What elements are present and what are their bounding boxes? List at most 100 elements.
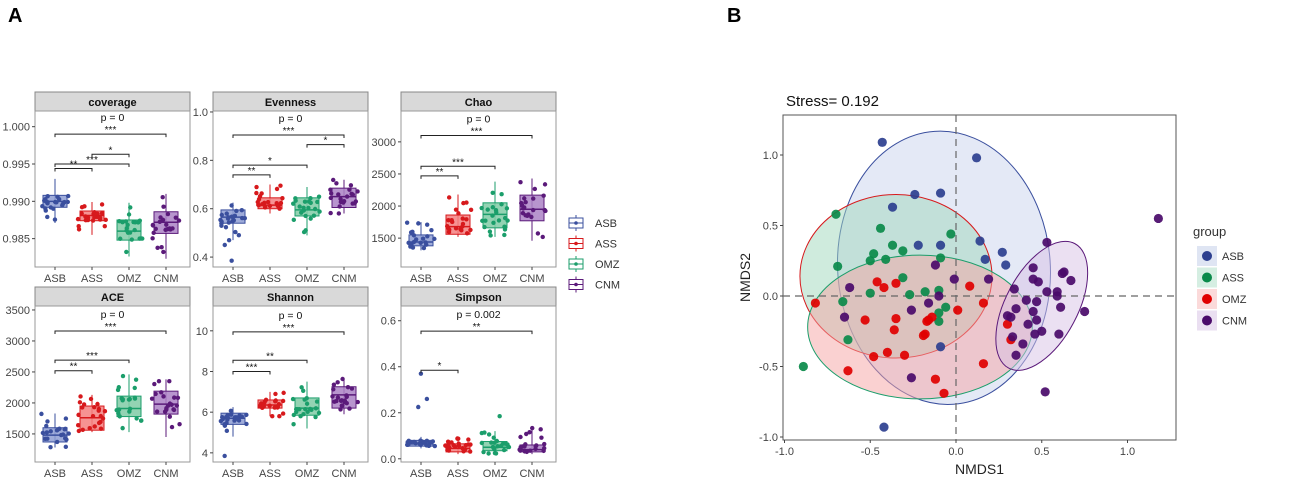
jitter-point — [260, 201, 265, 207]
y-axis-label: NMDS2 — [737, 253, 753, 302]
jitter-point — [63, 444, 69, 450]
jitter-point — [344, 394, 349, 399]
jitter-point — [523, 199, 528, 205]
jitter-point — [336, 211, 342, 216]
point-omz — [872, 277, 882, 287]
point-cnm — [1032, 315, 1042, 325]
significance-bracket — [420, 369, 459, 374]
point-cnm — [1028, 306, 1038, 317]
outlier-point — [497, 414, 502, 419]
point-cnm — [949, 274, 959, 284]
jitter-point — [301, 388, 306, 393]
significance-bracket — [54, 133, 167, 138]
jitter-point — [299, 385, 304, 390]
jitter-point — [461, 200, 466, 206]
significance-bracket — [54, 167, 93, 172]
jitter-point — [479, 440, 485, 446]
jitter-point — [347, 406, 352, 411]
jitter-point — [490, 213, 495, 218]
jitter-point — [462, 447, 468, 452]
jitter-point — [335, 395, 341, 400]
significance-label: * — [324, 136, 328, 147]
jitter-point — [65, 199, 70, 205]
jitter-point — [175, 395, 181, 401]
jitter-point — [312, 206, 318, 212]
x-tick-label: -1.0 — [775, 446, 794, 458]
jitter-point — [267, 203, 273, 209]
jitter-point — [530, 425, 535, 431]
jitter-point — [132, 395, 138, 400]
x-tick-label: 1.0 — [1120, 446, 1135, 458]
legend-key-point — [1202, 251, 1212, 261]
jitter-point — [487, 229, 493, 234]
jitter-point — [90, 413, 96, 419]
y-tick-label: 2000 — [372, 201, 396, 213]
jitter-point — [134, 416, 139, 421]
jitter-point — [338, 196, 343, 202]
point-asb — [1001, 260, 1011, 270]
jitter-point — [505, 218, 510, 223]
jitter-point — [295, 407, 300, 412]
jitter-point — [331, 387, 336, 392]
jitter-point — [99, 211, 105, 216]
significance-bracket — [54, 370, 93, 374]
point-cnm — [906, 373, 917, 383]
point-omz — [953, 305, 963, 315]
point-asb — [910, 189, 920, 200]
jitter-point — [527, 448, 533, 453]
alpha-diversity-boxplots: coverage 0.985 0.990 0.995 1.000 ASB ASS OMZ CNM… — [2, 91, 557, 480]
point-cnm — [1021, 295, 1031, 305]
jitter-point — [165, 211, 171, 217]
jitter-point — [45, 194, 50, 199]
jitter-point — [48, 429, 53, 434]
jitter-point — [328, 210, 333, 216]
box-omz — [479, 181, 510, 238]
point-ass — [898, 273, 908, 283]
jitter-point — [96, 408, 101, 413]
jitter-point — [97, 215, 103, 221]
jitter-point — [92, 215, 97, 220]
jitter-point — [467, 449, 473, 454]
jitter-point — [468, 227, 473, 233]
y-tick-label: 1500 — [372, 233, 396, 245]
legend-label: ASS — [1222, 273, 1244, 285]
outlier-point — [222, 242, 227, 248]
point-ass — [798, 361, 808, 372]
significance-bracket — [91, 153, 130, 158]
jitter-point — [445, 224, 450, 229]
jitter-point — [338, 407, 343, 412]
x-tick-label: OMZ — [483, 468, 508, 480]
point-cnm — [1042, 237, 1052, 248]
point-cnm — [1153, 213, 1163, 224]
jitter-point — [226, 220, 232, 225]
point-ass — [838, 297, 848, 307]
jitter-point — [78, 394, 83, 399]
strip-title: coverage — [88, 97, 136, 109]
significance-bracket — [420, 330, 533, 335]
y-tick-label: 6 — [202, 407, 208, 419]
jitter-point — [529, 214, 534, 220]
box-omz — [114, 373, 144, 433]
box-asb — [218, 202, 248, 263]
jitter-point — [120, 373, 126, 379]
x-tick-label: OMZ — [295, 468, 320, 480]
jitter-point — [413, 237, 419, 242]
jitter-point — [220, 416, 225, 422]
jitter-point — [45, 200, 50, 205]
jitter-point — [225, 417, 230, 422]
jitter-point — [464, 217, 469, 222]
box-omz — [116, 202, 145, 257]
jitter-point — [464, 231, 470, 236]
legend-key-point — [574, 282, 578, 287]
jitter-point — [222, 423, 228, 428]
jitter-point — [496, 218, 502, 223]
box-ass — [254, 183, 285, 214]
point-omz — [920, 329, 930, 339]
jitter-point — [280, 398, 286, 404]
x-tick-label: OMZ — [117, 468, 142, 480]
box-ass — [257, 390, 286, 419]
box-asb — [405, 371, 438, 449]
box-cnm — [330, 376, 360, 415]
jitter-point — [542, 441, 547, 447]
